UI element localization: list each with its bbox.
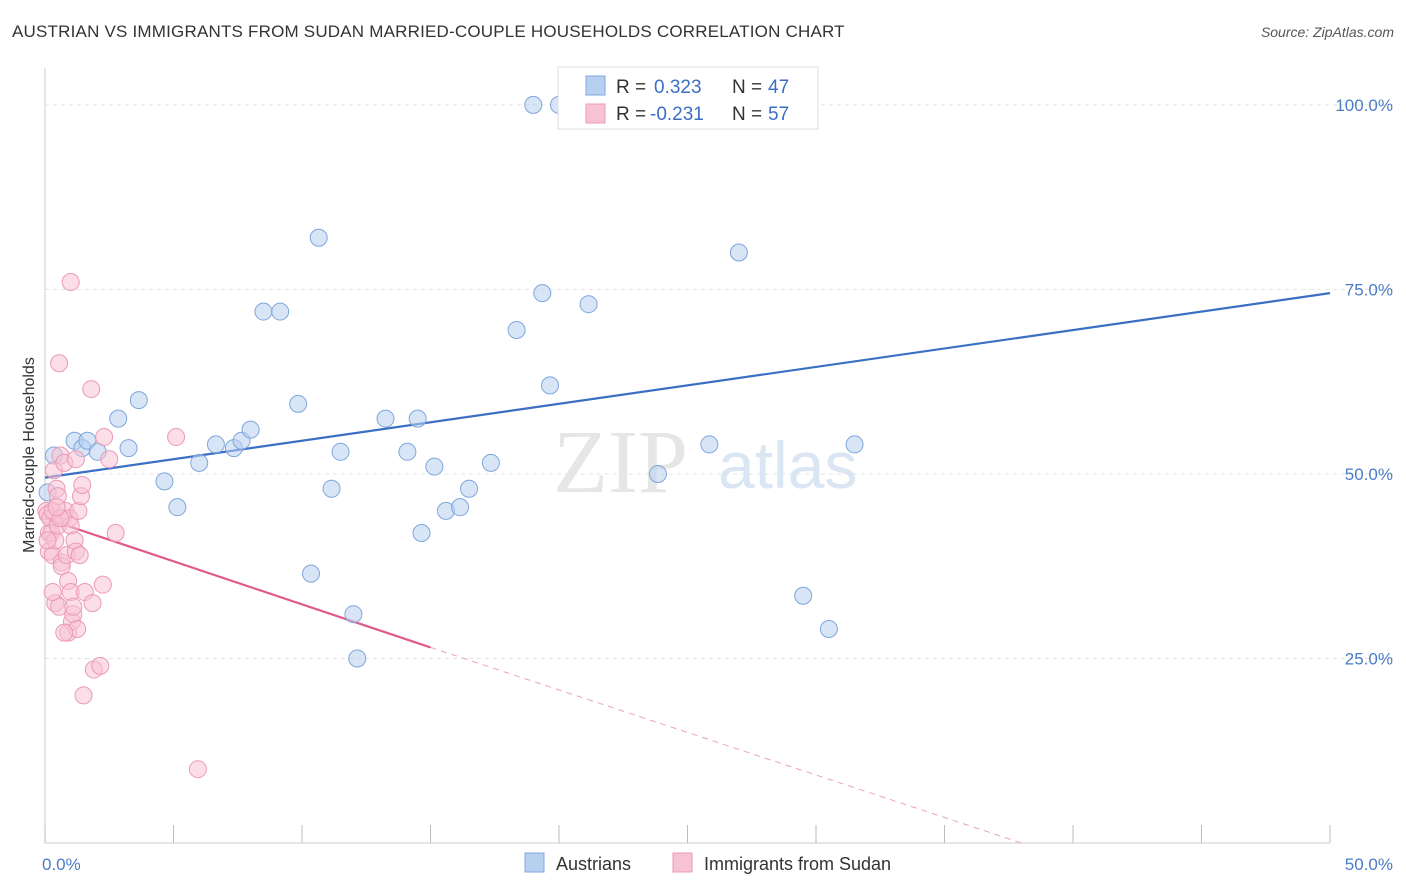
point-austrians-17 (271, 302, 290, 321)
point-sudan-31 (64, 597, 83, 616)
point-sudan-53 (55, 623, 74, 642)
y-axis-label: Married-couple Households (21, 357, 38, 553)
bottom-legend-label-austrians: Austrians (556, 854, 631, 874)
trend-line-sudan (44, 517, 431, 649)
point-sudan-49 (167, 428, 186, 447)
point-sudan-52 (43, 583, 62, 602)
y-tick-label-3: 25.0% (1345, 649, 1393, 668)
point-austrians-36 (579, 295, 598, 314)
point-austrians-24 (376, 409, 395, 428)
point-sudan-54 (70, 546, 89, 565)
trend-extension-sudan (430, 646, 1022, 844)
point-austrians-12 (206, 435, 225, 454)
legend-n-value-2: 57 (768, 104, 789, 125)
y-tick-label-2: 50.0% (1345, 465, 1393, 484)
y-tick-labels: 100.0% 75.0% 50.0% 25.0% (1335, 96, 1393, 669)
point-austrians-37 (648, 464, 667, 483)
point-austrians-32 (481, 453, 500, 472)
legend-r-value-1: 0.323 (654, 77, 702, 98)
point-austrians-9 (155, 472, 174, 491)
y-tick-label-0: 100.0% (1335, 96, 1393, 115)
point-sudan-47 (100, 450, 119, 469)
source-label: Source: ZipAtlas.com (1260, 24, 1394, 40)
point-austrians-25 (398, 442, 417, 461)
point-austrians-26 (408, 409, 427, 428)
legend-r-label-2: R = (616, 104, 646, 125)
bottom-legend-label-sudan: Immigrants from Sudan (704, 854, 891, 874)
point-sudan-51 (38, 531, 57, 550)
trend-line-austrians (44, 292, 1331, 479)
point-austrians-20 (301, 564, 320, 583)
bottom-legend-swatch-austrians (524, 852, 545, 873)
point-sudan-38 (73, 476, 92, 495)
bottom-legend-swatch-sudan (672, 852, 693, 873)
y-tick-label-1: 75.0% (1345, 280, 1393, 299)
chart-title: AUSTRIAN VS IMMIGRANTS FROM SUDAN MARRIE… (12, 22, 845, 41)
point-austrians-34 (533, 284, 552, 303)
point-austrians-22 (331, 442, 350, 461)
correlation-legend: R = 0.323 N = 47 R = -0.231 N = 57 (557, 66, 819, 130)
point-austrians-45 (819, 619, 838, 638)
point-austrians-10 (168, 498, 187, 517)
point-austrians-40 (729, 243, 748, 262)
legend-n-value-1: 47 (768, 77, 789, 98)
legend-r-value-2: -0.231 (650, 104, 704, 125)
legend-n-label-1: N = (732, 77, 762, 98)
point-sudan-56 (47, 498, 66, 517)
x-tick-label-0: 0.0% (42, 855, 81, 874)
point-sudan-50 (188, 760, 207, 779)
watermark-atlas: atlas (718, 428, 857, 502)
point-austrians-6 (109, 409, 128, 428)
legend-swatch-sudan (585, 103, 606, 124)
point-austrians-35 (541, 376, 560, 395)
series-legend: Austrians Immigrants from Sudan (524, 852, 891, 874)
point-sudan-41 (82, 380, 101, 399)
point-sudan-36 (69, 501, 88, 520)
point-austrians-23 (344, 605, 363, 624)
watermark-zip: ZIP (553, 413, 688, 512)
point-austrians-41 (794, 586, 813, 605)
point-sudan-44 (91, 656, 110, 675)
point-austrians-39 (700, 435, 719, 454)
point-austrians-27 (412, 524, 431, 542)
point-sudan-15 (50, 354, 69, 373)
point-austrians-19 (309, 228, 328, 247)
point-sudan-48 (106, 524, 125, 542)
x-tick-labels: 0.0% 50.0% (42, 855, 1393, 874)
point-sudan-28 (61, 273, 80, 292)
point-austrians-16 (254, 302, 273, 321)
point-austrians-31 (460, 479, 479, 498)
x-tick-label-1: 50.0% (1345, 855, 1393, 874)
trend-lines (44, 292, 1331, 844)
point-austrians-43 (524, 95, 543, 114)
point-sudan-46 (95, 428, 114, 447)
point-sudan-39 (74, 686, 93, 705)
point-austrians-15 (241, 420, 260, 439)
point-sudan-33 (66, 450, 85, 469)
point-austrians-30 (451, 498, 470, 517)
point-austrians-33 (507, 321, 526, 340)
legend-n-label-2: N = (732, 104, 762, 125)
legend-swatch-austrians (585, 75, 606, 96)
point-sudan-45 (93, 575, 112, 594)
point-austrians-28 (425, 457, 444, 476)
point-austrians-7 (119, 439, 138, 458)
point-sudan-42 (83, 594, 102, 613)
point-austrians-42 (348, 649, 367, 668)
legend-r-label-1: R = (616, 77, 646, 98)
point-austrians-11 (190, 453, 209, 472)
point-austrians-8 (129, 391, 148, 410)
point-austrians-21 (322, 479, 341, 498)
point-austrians-46 (845, 435, 864, 454)
point-austrians-18 (289, 394, 308, 413)
